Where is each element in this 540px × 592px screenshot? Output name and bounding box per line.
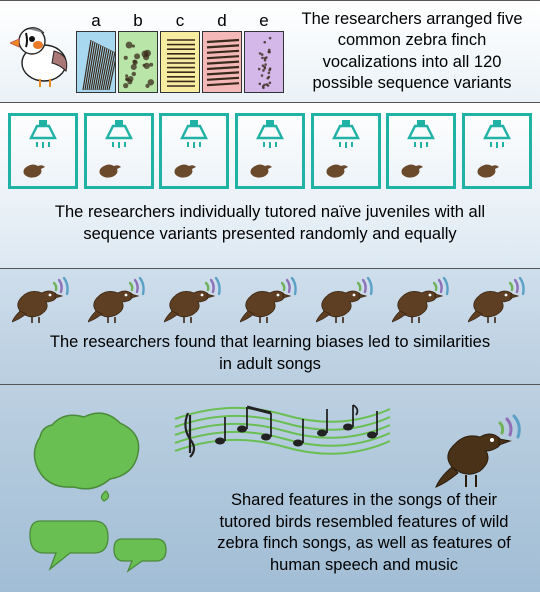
tutoring-cage [159, 113, 229, 189]
speaker-icon [254, 120, 286, 150]
juvenile-bird-icon [97, 160, 123, 180]
speaker-icon [103, 120, 135, 150]
tutoring-cage [462, 113, 532, 189]
singing-bird-icon [316, 277, 376, 323]
adult-bird [12, 277, 72, 323]
juvenile-bird-icon [21, 160, 47, 180]
spectrogram-label: a [91, 11, 100, 29]
spectro-row: a b c d e [10, 11, 284, 93]
tutoring-cage [311, 113, 381, 189]
panel-shared-features: Shared features in the songs of their tu… [0, 384, 540, 592]
spectrogram-box [244, 31, 284, 93]
spectrogram-b: b [118, 11, 158, 93]
speaker-icon [27, 120, 59, 150]
adult-bird [240, 277, 300, 323]
speaker-icon [330, 120, 362, 150]
adult-bird-row [8, 277, 532, 329]
spectrogram-label: c [176, 11, 185, 29]
tutoring-cage [8, 113, 78, 189]
panel1-text: The researchers arranged five common zeb… [284, 9, 530, 95]
adult-bird [468, 277, 528, 323]
speaker-icon [405, 120, 437, 150]
adult-bird [164, 277, 224, 323]
singing-bird-icon [164, 277, 224, 323]
adult-bird [392, 277, 452, 323]
spectrogram-box [160, 31, 200, 93]
juvenile-bird-icon [248, 160, 274, 180]
spectrogram-e: e [244, 11, 284, 93]
australia-icon [20, 397, 148, 505]
juvenile-bird-icon [324, 160, 350, 180]
tutoring-cage [386, 113, 456, 189]
panel3-text: The researchers found that learning bias… [8, 329, 532, 376]
perched-bird-icon [432, 413, 522, 493]
panel-vocalizations: a b c d e The researchers arranged five comm… [0, 0, 540, 102]
juvenile-bird-icon [475, 160, 501, 180]
spectrogram-d: d [202, 11, 242, 93]
speaker-icon [178, 120, 210, 150]
singing-bird-icon [392, 277, 452, 323]
speaker-icon [481, 120, 513, 150]
spectrogram-a: a [76, 11, 116, 93]
juvenile-bird-icon [399, 160, 425, 180]
adult-bird [88, 277, 148, 323]
spectrogram-c: c [160, 11, 200, 93]
singing-bird-icon [12, 277, 72, 323]
adult-bird [316, 277, 376, 323]
singing-bird-icon [88, 277, 148, 323]
tutoring-cage [235, 113, 305, 189]
singing-bird-icon [468, 277, 528, 323]
tutoring-cage [84, 113, 154, 189]
spectrogram-label: d [217, 11, 226, 29]
spectrogram-label: b [133, 11, 142, 29]
speech-bubbles-icon [28, 515, 178, 579]
cage-row [8, 113, 532, 189]
music-staff-icon [170, 393, 395, 473]
singing-bird-icon [240, 277, 300, 323]
zebra-finch-icon [10, 11, 72, 89]
panel2-text: The researchers individually tutored naï… [8, 197, 532, 246]
spectrogram-label: e [259, 11, 268, 29]
juvenile-bird-icon [172, 160, 198, 180]
spectrogram-box [76, 31, 116, 93]
spectrogram-box [118, 31, 158, 93]
panel-learning-bias: The researchers found that learning bias… [0, 268, 540, 384]
panel-tutoring: The researchers individually tutored naï… [0, 102, 540, 268]
panel4-text: Shared features in the songs of their tu… [204, 490, 524, 576]
spectrogram-box [202, 31, 242, 93]
